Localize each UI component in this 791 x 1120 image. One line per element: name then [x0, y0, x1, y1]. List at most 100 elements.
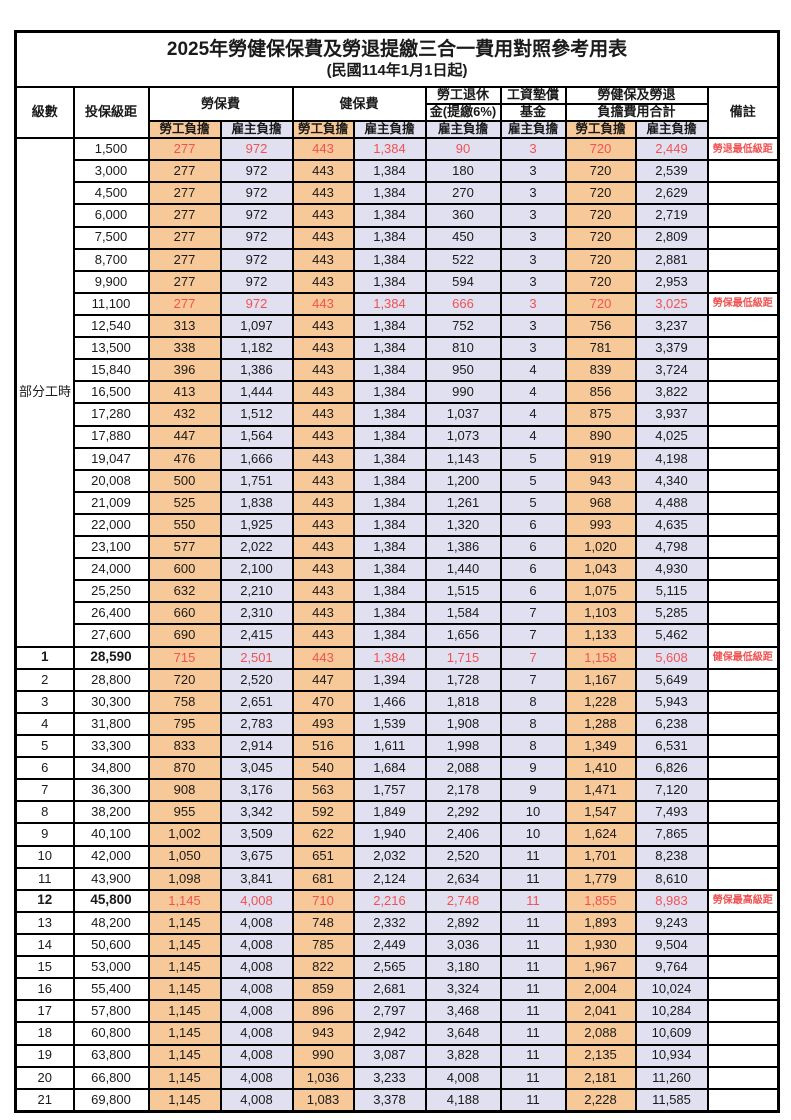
- table-row: 6,000 277 972 443 1,384 360 3 720 2,719: [16, 203, 780, 228]
- cell-bracket: 19,047: [72, 446, 150, 471]
- cell-health-employee: 943: [291, 1021, 355, 1046]
- cell-remark: [706, 336, 780, 361]
- cell-labor-employer: 1,182: [219, 336, 294, 361]
- cell-health-employee: 493: [291, 711, 355, 737]
- cell-labor-employee: 1,145: [147, 888, 222, 913]
- cell-health-employer: 1,384: [352, 446, 427, 471]
- table-row: 8,700 277 972 443 1,384 522 3 720 2,881: [16, 247, 780, 272]
- subheader-health-employee: 勞工負擔: [291, 119, 355, 140]
- cell-health-employee: 443: [291, 291, 355, 316]
- cell-fund-employer: 10: [499, 800, 567, 825]
- cell-total-employee: 1,471: [564, 778, 637, 803]
- cell-remark: [706, 1065, 780, 1090]
- cell-total-employer: 4,635: [634, 512, 709, 538]
- cell-total-employee: 720: [564, 247, 637, 272]
- cell-fund-employer: 4: [499, 380, 567, 405]
- cell-pension-employer: 1,584: [424, 601, 502, 626]
- cell-labor-employer: 972: [219, 247, 294, 272]
- cell-labor-employer: 2,415: [219, 623, 294, 648]
- cell-labor-employer: 4,008: [219, 888, 294, 913]
- cell-health-employer: 1,384: [352, 623, 427, 648]
- cell-level: 15: [14, 955, 75, 980]
- cell-remark: [706, 557, 780, 582]
- cell-bracket: 25,250: [72, 579, 150, 604]
- cell-health-employer: 3,378: [352, 1087, 427, 1113]
- premium-reference-sheet: 2025年勞健保保費及勞退提繳三合一費用對照參考用表 (民國114年1月1日起)…: [14, 30, 781, 1113]
- cell-total-employee: 1,779: [564, 866, 637, 891]
- cell-fund-employer: 10: [499, 822, 567, 847]
- cell-pension-employer: 1,908: [424, 711, 502, 737]
- cell-bracket: 17,880: [72, 424, 150, 449]
- cell-pension-employer: 1,998: [424, 734, 502, 759]
- header-bracket: 投保級距: [72, 85, 150, 140]
- cell-fund-employer: 3: [499, 203, 567, 228]
- cell-remark: [706, 933, 780, 958]
- cell-labor-employer: 2,210: [219, 579, 294, 604]
- cell-bracket: 22,000: [72, 512, 150, 538]
- cell-level: 3: [14, 689, 75, 714]
- cell-level: 19: [14, 1043, 75, 1068]
- cell-health-employer: 1,757: [352, 778, 427, 803]
- title-row: 2025年勞健保保費及勞退提繳三合一費用對照參考用表 (民國114年1月1日起): [14, 30, 780, 88]
- cell-pension-employer: 594: [424, 269, 502, 294]
- cell-labor-employee: 1,145: [147, 1065, 222, 1090]
- cell-health-employee: 443: [291, 601, 355, 626]
- cell-labor-employer: 2,783: [219, 711, 294, 737]
- cell-fund-employer: 9: [499, 778, 567, 803]
- cell-labor-employer: 1,097: [219, 313, 294, 339]
- cell-total-employee: 2,135: [564, 1043, 637, 1068]
- cell-health-employee: 443: [291, 336, 355, 361]
- cell-bracket: 27,600: [72, 623, 150, 648]
- table-row: 20 66,800 1,145 4,008 1,036 3,233 4,008 11 2,181…: [14, 1065, 780, 1090]
- table-row: 16 55,400 1,145 4,008 859 2,681 3,324 11 2,004 10…: [14, 977, 780, 1002]
- cell-fund-employer: 7: [499, 601, 567, 626]
- cell-health-employer: 1,394: [352, 667, 427, 692]
- cell-health-employee: 443: [291, 137, 355, 162]
- cell-labor-employer: 972: [219, 203, 294, 228]
- cell-health-employer: 1,384: [352, 137, 427, 162]
- cell-labor-employer: 972: [219, 291, 294, 316]
- cell-remark: [706, 601, 780, 626]
- header-labor-insurance: 勞保費: [147, 85, 294, 122]
- cell-total-employer: 6,531: [634, 734, 709, 759]
- cell-fund-employer: 8: [499, 734, 567, 759]
- table-row: 18 60,800 1,145 4,008 943 2,942 3,648 11 2,088 10…: [14, 1021, 780, 1046]
- cell-remark: [706, 203, 780, 228]
- cell-fund-employer: 6: [499, 579, 567, 604]
- cell-remark: [706, 822, 780, 847]
- cell-total-employee: 1,967: [564, 955, 637, 980]
- cell-health-employer: 1,384: [352, 225, 427, 250]
- cell-bracket: 69,800: [72, 1087, 150, 1113]
- cell-health-employee: 443: [291, 645, 355, 670]
- cell-health-employee: 859: [291, 977, 355, 1002]
- cell-pension-employer: 2,520: [424, 844, 502, 869]
- cell-health-employee: 710: [291, 888, 355, 913]
- cell-fund-employer: 3: [499, 225, 567, 250]
- cell-pension-employer: 1,728: [424, 667, 502, 692]
- table-row: 17 57,800 1,145 4,008 896 2,797 3,468 11 2,041 10…: [14, 999, 780, 1024]
- cell-total-employee: 993: [564, 512, 637, 538]
- cell-remark: [706, 756, 780, 781]
- cell-level: 6: [14, 756, 75, 781]
- cell-bracket: 24,000: [72, 557, 150, 582]
- cell-labor-employee: 432: [147, 402, 222, 427]
- cell-bracket: 63,800: [72, 1043, 150, 1068]
- cell-fund-employer: 7: [499, 623, 567, 648]
- cell-pension-employer: 360: [424, 203, 502, 228]
- cell-bracket: 45,800: [72, 888, 150, 913]
- cell-total-employee: 968: [564, 490, 637, 515]
- cell-level: 1: [14, 645, 75, 670]
- cell-level: 11: [14, 866, 75, 891]
- cell-labor-employee: 1,145: [147, 1087, 222, 1113]
- cell-health-employee: 896: [291, 999, 355, 1024]
- cell-total-employee: 781: [564, 336, 637, 361]
- table-row: 25,250 632 2,210 443 1,384 1,515 6 1,075 5,115: [16, 579, 780, 604]
- cell-labor-employee: 1,145: [147, 1021, 222, 1046]
- cell-labor-employee: 577: [147, 535, 222, 560]
- cell-total-employee: 919: [564, 446, 637, 471]
- cell-remark: [706, 512, 780, 538]
- cell-level: 4: [14, 711, 75, 737]
- cell-labor-employee: 758: [147, 689, 222, 714]
- cell-health-employer: 2,449: [352, 933, 427, 958]
- cell-health-employer: 2,942: [352, 1021, 427, 1046]
